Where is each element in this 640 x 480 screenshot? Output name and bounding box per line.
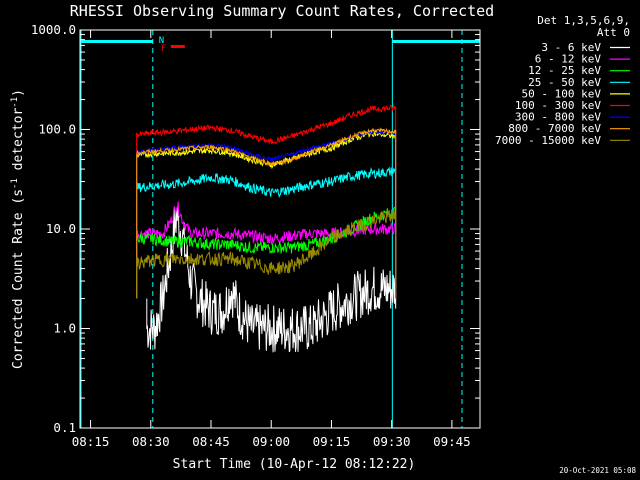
series-line-1 [136,201,397,299]
legend-label-0: 3 - 6 keV [541,41,601,54]
x-tick-label-3: 09:00 [252,434,290,449]
x-tick-label-0: 08:15 [72,434,110,449]
flag-n-label: N [159,36,164,46]
series-line-7 [136,127,397,299]
y-axis: 0.1 1.0 10.0 100.0 1000.0 [31,22,480,435]
y-axis-label-exp-1: -1 [10,178,20,189]
legend-header-line-2: Att 0 [597,26,630,39]
x-tick-label-1: 08:30 [132,434,170,449]
y-axis-label-prefix: Corrected Count Rate (s [11,189,26,369]
y-axis-label: Corrected Count Rate (s-1 detector-1) [10,89,26,369]
legend-label-3: 25 - 50 keV [528,76,601,89]
night-bar-0 [80,40,153,43]
y-tick-label-0: 0.1 [53,420,76,435]
y-axis-label-mid: detector [11,108,26,179]
y-tick-label-2: 10.0 [46,221,76,236]
series-line-3 [136,166,397,299]
y-axis-label-exp-2: -1 [10,97,20,108]
legend-label-2: 12 - 25 keV [528,64,601,77]
legend-label-7: 800 - 7000 keV [508,122,601,135]
series-line-8 [136,209,397,299]
flag-f-bar [170,45,185,48]
x-axis-label: Start Time (10-Apr-12 08:12:22) [173,457,416,472]
plot-content: NF [80,30,480,428]
legend-label-6: 300 - 800 keV [515,111,601,124]
x-tick-label-6: 09:45 [433,434,471,449]
y-tick-label-1: 1.0 [53,321,76,336]
x-tick-label-2: 08:45 [192,434,230,449]
legend-label-1: 6 - 12 keV [535,53,602,66]
y-tick-label-4: 1000.0 [31,22,76,37]
x-tick-label-5: 09:30 [373,434,411,449]
chart-title: RHESSI Observing Summary Count Rates, Co… [70,2,494,20]
night-bar-1 [392,40,480,43]
flag-f-label: F [161,44,166,54]
y-tick-label-3: 100.0 [38,122,76,137]
legend-header-line-1: Det 1,3,5,6,9, [537,14,630,27]
legend-label-4: 50 - 100 keV [522,87,602,100]
x-axis: 08:15 08:30 08:45 09:00 09:15 09:30 09:45 [72,30,471,449]
timestamp: 20-Oct-2021 05:08 [559,466,636,475]
y-axis-label-suffix: ) [11,89,26,97]
series-line-0 [146,205,397,353]
x-tick-label-4: 09:15 [313,434,351,449]
legend-label-8: 7000 - 15000 keV [495,134,601,147]
series-line-5 [136,104,397,299]
series-line-2 [136,206,397,299]
legend-label-5: 100 - 300 keV [515,99,601,112]
